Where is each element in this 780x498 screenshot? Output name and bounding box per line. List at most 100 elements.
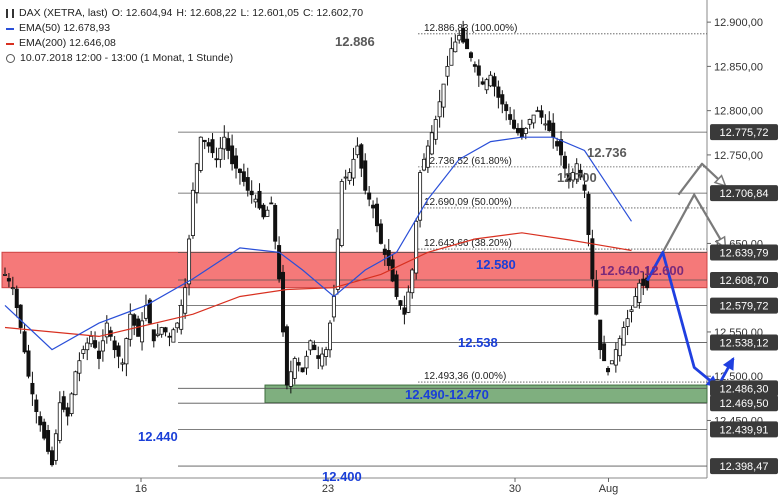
price-annotation-6: 12.400 (322, 469, 362, 484)
y-tick-label-2: 12.800,00 (714, 106, 763, 118)
candle-body (570, 172, 575, 181)
candle-body (214, 158, 219, 161)
legend-timeframe-row: 10.07.2018 12:00 - 13:00 (1 Monat, 1 Stu… (6, 51, 367, 66)
candle-body (414, 220, 419, 274)
legend-instrument-row: DAX (XETRA, last) O: 12.604,94 H: 12.608… (6, 6, 367, 21)
gray-forecast-arrow (661, 193, 727, 253)
x-tick-label-3: Aug (599, 483, 619, 495)
candle-body (602, 343, 607, 362)
candle-body (367, 192, 372, 200)
candle-body (629, 309, 634, 312)
candle-body (237, 168, 242, 174)
candle-body (308, 340, 313, 351)
candle-body (410, 269, 415, 294)
candle-body (202, 139, 207, 143)
low-value: L: 12.601,05 (240, 7, 299, 19)
support-zone-label: 12.490-12.470 (405, 387, 489, 402)
candle-body (300, 367, 305, 373)
candle-body (77, 360, 82, 374)
candle-body (61, 396, 66, 410)
price-badge-text-3: 12.608,70 (720, 275, 769, 287)
candle-body (234, 155, 239, 169)
price-badge-text-5: 12.538,12 (720, 337, 769, 349)
price-annotation-1: 12.736 (587, 145, 627, 160)
price-annotation-5: 12.440 (138, 429, 178, 444)
candle-body (6, 278, 11, 282)
price-annotation-2: 12.700 (557, 170, 597, 185)
candle-body (277, 245, 282, 280)
price-annotation-4: 12.538 (458, 335, 498, 350)
candle-body (535, 110, 540, 113)
candle-body (104, 322, 109, 338)
candle-body (472, 64, 477, 67)
price-badge-text-9: 12.398,47 (720, 461, 769, 473)
candle-body (14, 288, 19, 309)
x-tick-label-2: 30 (509, 483, 521, 495)
candle-body (598, 319, 603, 351)
candle-body (382, 248, 387, 255)
candle-body (476, 65, 481, 76)
candle-body (394, 274, 399, 297)
candle-body (18, 304, 23, 328)
candle-body (151, 329, 156, 342)
price-badge-2 (710, 244, 778, 261)
price-badge-1 (710, 185, 778, 202)
candle-body (468, 52, 473, 58)
candle-body (378, 223, 383, 244)
candle-body (46, 430, 51, 452)
candle-body (34, 399, 39, 413)
candle-body (65, 407, 70, 417)
candle-body (10, 287, 15, 290)
candle-body (147, 299, 152, 324)
candle-body (339, 181, 344, 246)
candle-body (85, 342, 90, 351)
candle-body (155, 333, 160, 336)
candle-body (30, 382, 35, 395)
candle-body (461, 27, 466, 43)
candle-body (128, 313, 133, 340)
candle-body (562, 155, 567, 169)
candle-body (621, 327, 626, 346)
price-badge-text-1: 12.706,84 (720, 188, 769, 200)
candle-body (512, 119, 517, 129)
candle-body (547, 120, 552, 131)
candle-body (343, 176, 348, 179)
candle-body (124, 338, 129, 365)
y-tick-label-0: 12.900,00 (714, 17, 763, 29)
candle-body (425, 145, 430, 168)
candle-body (89, 335, 94, 345)
candle-body (140, 320, 145, 343)
legend-ema50-row: EMA(50) 12.678,93 (6, 21, 367, 36)
price-annotation-0: 12.886 (335, 34, 375, 49)
candle-body (57, 402, 62, 441)
timeframe-label: 10.07.2018 12:00 - 13:00 (1 Monat, 1 Stu… (20, 52, 234, 64)
blue-forecast-arrow-up-head (722, 356, 735, 371)
candle-body (320, 353, 325, 367)
candle-body (316, 355, 321, 359)
candle-body (175, 322, 180, 329)
blue-forecast-arrow-down (645, 250, 719, 388)
support-zone (264, 384, 708, 404)
candle-body (273, 204, 278, 242)
candle-body (406, 291, 411, 313)
candle-body (245, 177, 250, 191)
candle-body (351, 158, 356, 179)
candle-body (328, 322, 333, 351)
candle-body (496, 86, 501, 98)
candle-body (492, 76, 497, 87)
candle-body (265, 209, 270, 217)
price-badge-8 (710, 421, 778, 438)
candle-body (527, 119, 532, 125)
gray-forecast-arrow-upper (677, 162, 727, 196)
candle-body (93, 340, 98, 348)
candle-body (480, 81, 485, 85)
candle-body (449, 48, 454, 66)
ema200-label: EMA(200) 12.646,08 (19, 37, 116, 49)
candle-body (578, 169, 583, 178)
candle-body (218, 147, 223, 160)
candle-body (261, 204, 266, 218)
candle-body (49, 450, 54, 466)
candle-body (625, 318, 630, 327)
candle-body (433, 119, 438, 140)
candle-body (335, 238, 340, 290)
